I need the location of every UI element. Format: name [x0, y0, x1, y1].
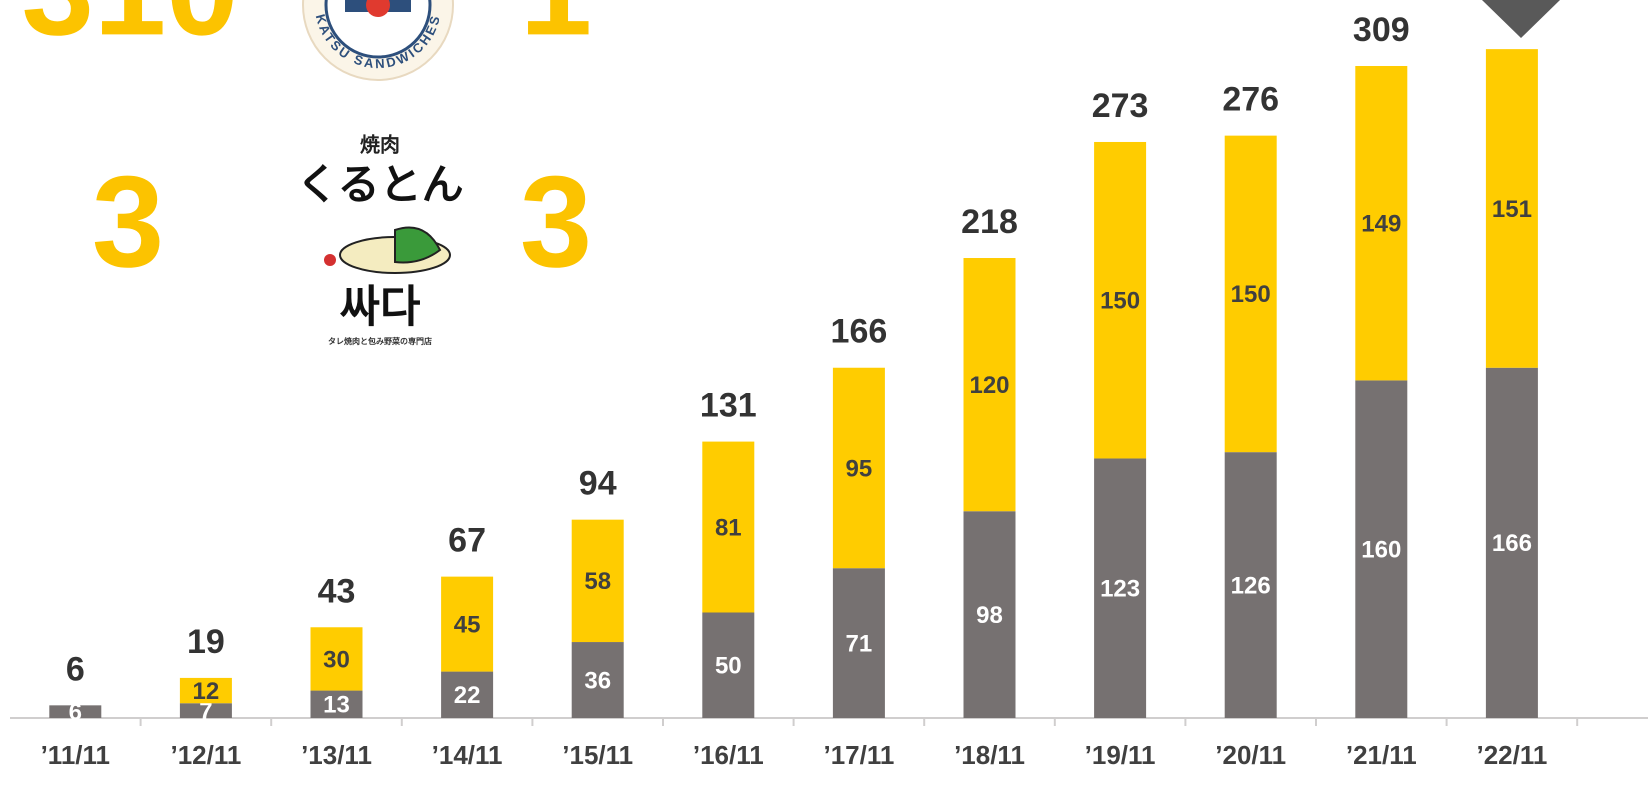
big-number: 3: [92, 148, 164, 294]
segment-label: 123: [1100, 576, 1140, 603]
total-label: 166: [831, 313, 888, 351]
chart: 310 1 3 3 KATSU SANDWICHES 焼肉 くるとん 싸다 タレ…: [0, 0, 1648, 810]
segment-label: 6: [69, 699, 82, 726]
segment-label: 150: [1231, 281, 1271, 308]
segment-label: 120: [969, 372, 1009, 399]
katsu-logo: KATSU SANDWICHES: [303, 0, 453, 80]
page: 310 1 3 3 KATSU SANDWICHES 焼肉 くるとん 싸다 タレ…: [0, 0, 1648, 810]
total-label: 276: [1222, 81, 1279, 119]
segment-label: 45: [454, 611, 481, 638]
segment-label: 22: [454, 682, 481, 709]
yakiniku-logo: 焼肉 くるとん 싸다 タレ焼肉と包み野菜の専門店: [296, 133, 463, 346]
segment-label: 30: [323, 646, 350, 673]
segment-label: 36: [584, 667, 611, 694]
logo-korean: 싸다: [340, 283, 421, 332]
total-label: 94: [579, 465, 617, 503]
total-label: 43: [318, 572, 356, 610]
x-tick-label: ’15/11: [562, 740, 633, 770]
segment-label: 149: [1361, 211, 1401, 238]
total-label: 67: [448, 522, 486, 560]
total-label: 218: [961, 203, 1018, 241]
total-label: 309: [1353, 11, 1410, 49]
x-tick-label: ’20/11: [1215, 740, 1286, 770]
x-tick-label: ’18/11: [954, 740, 1025, 770]
logo-name: くるとん: [296, 161, 463, 208]
x-tick-label: ’21/11: [1346, 740, 1417, 770]
x-tick-label: ’14/11: [432, 740, 503, 770]
segment-label: 71: [846, 630, 873, 657]
segment-label: 12: [193, 678, 220, 705]
x-tick-label: ’19/11: [1085, 740, 1156, 770]
big-number: 3: [520, 148, 592, 294]
x-tick-label: ’22/11: [1476, 740, 1547, 770]
logo-kanji: 焼肉: [360, 133, 400, 156]
segment-label: 126: [1231, 572, 1271, 599]
logo-tagline: タレ焼肉と包み野菜の専門店: [328, 336, 432, 346]
segment-label: 81: [715, 514, 742, 541]
big-number: 1: [520, 0, 592, 62]
x-tick-label: ’17/11: [823, 740, 894, 770]
segment-label: 13: [323, 692, 350, 719]
x-tick-label: ’12/11: [170, 740, 241, 770]
segment-label: 150: [1100, 288, 1140, 315]
total-label: 6: [66, 650, 85, 688]
x-tick-label: ’13/11: [301, 740, 372, 770]
marker-triangle: [1482, 0, 1560, 38]
segment-label: 95: [846, 455, 873, 482]
segment-label: 160: [1361, 537, 1401, 564]
segment-label: 98: [976, 602, 1003, 629]
total-label: 19: [187, 623, 225, 661]
big-number: 310: [22, 0, 239, 62]
x-tick-label: ’16/11: [693, 740, 764, 770]
total-label: 131: [700, 387, 757, 425]
segment-label: 50: [715, 653, 742, 680]
segment-label: 151: [1492, 196, 1532, 223]
total-label: 273: [1092, 87, 1149, 125]
segment-label: 166: [1492, 530, 1532, 557]
x-tick-label: ’11/11: [41, 740, 110, 770]
segment-label: 58: [584, 568, 611, 595]
